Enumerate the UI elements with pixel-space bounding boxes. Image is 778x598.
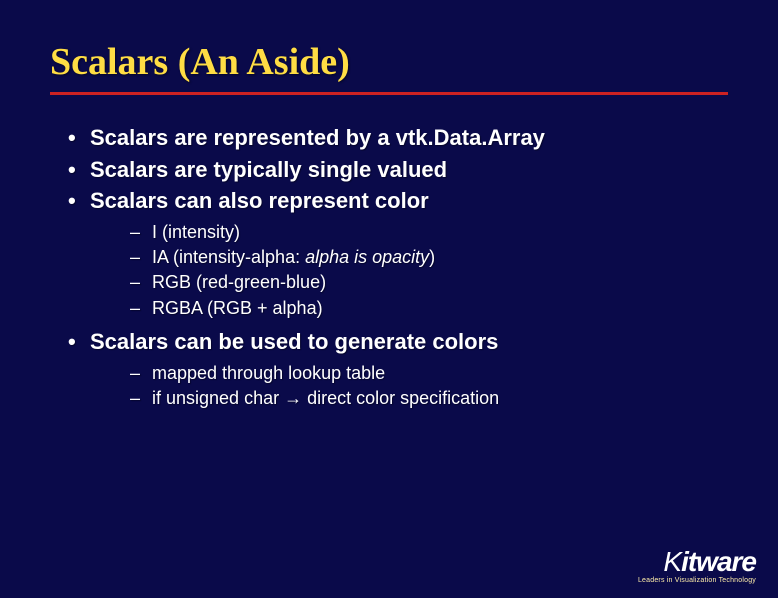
logo-text: Kitware [638, 549, 756, 576]
logo-container: Kitware Leaders in Visualization Technol… [638, 549, 756, 584]
list-item: RGBA (RGB + alpha) [130, 296, 728, 321]
logo-tagline: Leaders in Visualization Technology [638, 577, 756, 584]
title-rule [50, 92, 728, 95]
slide-container: Scalars (An Aside) Scalars are represent… [0, 0, 778, 598]
sub-bullet-list: I (intensity) IA (intensity-alpha: alpha… [90, 220, 728, 321]
list-item: Scalars are typically single valued [68, 155, 728, 185]
sub-bullet-text: I (intensity) [152, 222, 240, 242]
sub-bullet-text: mapped through lookup table [152, 363, 385, 383]
bullet-text: Scalars are represented by a vtk.Data.Ar… [90, 125, 545, 150]
bullet-text: Scalars can also represent color [90, 188, 429, 213]
list-item: if unsigned char → direct color specific… [130, 386, 728, 411]
sub-bullet-text: RGB (red-green-blue) [152, 272, 326, 292]
list-item: Scalars can also represent color I (inte… [68, 186, 728, 320]
sub-bullet-text: RGBA (RGB + alpha) [152, 298, 323, 318]
slide-title: Scalars (An Aside) [50, 40, 728, 84]
list-item: Scalars are represented by a vtk.Data.Ar… [68, 123, 728, 153]
list-item: Scalars can be used to generate colors m… [68, 327, 728, 411]
bullet-text: Scalars are typically single valued [90, 157, 447, 182]
list-item: mapped through lookup table [130, 361, 728, 386]
sub-bullet-text: if unsigned char → direct color specific… [152, 388, 499, 408]
bullet-list: Scalars are represented by a vtk.Data.Ar… [50, 123, 728, 411]
sub-bullet-text: IA (intensity-alpha: alpha is opacity) [152, 247, 435, 267]
list-item: I (intensity) [130, 220, 728, 245]
list-item: IA (intensity-alpha: alpha is opacity) [130, 245, 728, 270]
bullet-text: Scalars can be used to generate colors [90, 329, 498, 354]
sub-bullet-list: mapped through lookup table if unsigned … [90, 361, 728, 411]
list-item: RGB (red-green-blue) [130, 270, 728, 295]
